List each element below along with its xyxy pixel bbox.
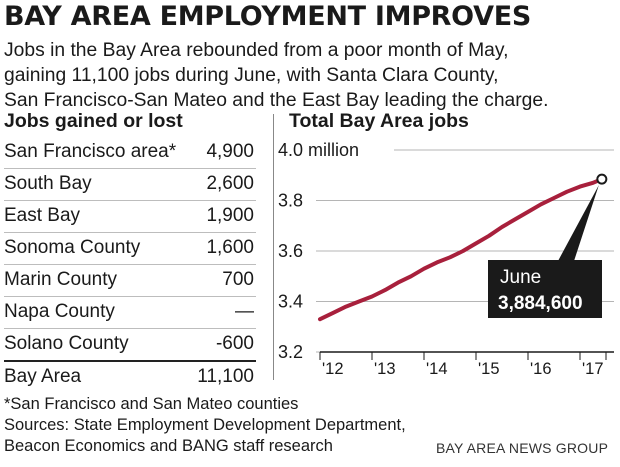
headline: BAY AREA EMPLOYMENT IMPROVES bbox=[4, 1, 531, 32]
y-tick-label: 3.8 bbox=[278, 191, 303, 211]
callout-value: 3,884,600 bbox=[498, 293, 583, 314]
total-name: Bay Area bbox=[4, 366, 82, 387]
y-tick-label: 3.6 bbox=[278, 241, 303, 261]
row-name: Sonoma County bbox=[4, 237, 141, 258]
x-tick-label: '16 bbox=[530, 360, 552, 378]
x-tick-label: '17 bbox=[582, 360, 604, 378]
callout-box bbox=[488, 260, 602, 318]
y-tick-label: 3.4 bbox=[278, 292, 303, 312]
table-row: Marin County 700 bbox=[4, 265, 256, 297]
table-row: Solano County -600 bbox=[4, 329, 256, 362]
footnotes: *San Francisco and San Mateo counties So… bbox=[4, 394, 434, 457]
x-tick-label: '14 bbox=[426, 360, 448, 378]
row-name: San Francisco area* bbox=[4, 141, 177, 162]
total-row: Bay Area 11,100 bbox=[4, 362, 256, 393]
row-value: 2,600 bbox=[206, 173, 254, 194]
row-name: East Bay bbox=[4, 205, 81, 226]
table-row: Napa County — bbox=[4, 297, 256, 329]
row-value: 1,900 bbox=[206, 205, 254, 226]
table-row: San Francisco area* 4,900 bbox=[4, 137, 256, 169]
dek-line: gaining 11,100 jobs during June, with Sa… bbox=[4, 65, 499, 86]
x-tick-label: '15 bbox=[478, 360, 500, 378]
chart-title: Total Bay Area jobs bbox=[289, 110, 469, 132]
x-tick-label: '12 bbox=[322, 360, 344, 378]
callout-pointer bbox=[558, 185, 599, 261]
row-value: 4,900 bbox=[206, 141, 254, 162]
series-line bbox=[318, 177, 604, 322]
row-value: — bbox=[235, 301, 254, 322]
dek-line: San Francisco-San Mateo and the East Bay… bbox=[4, 90, 549, 111]
total-value: 11,100 bbox=[197, 366, 254, 387]
row-value: 1,600 bbox=[206, 237, 254, 258]
row-value: 700 bbox=[222, 269, 254, 290]
callout-month: June bbox=[500, 267, 541, 288]
y-tick-label: 4.0 million bbox=[278, 140, 359, 160]
table-row: East Bay 1,900 bbox=[4, 201, 256, 233]
row-name: South Bay bbox=[4, 173, 92, 194]
footnote: *San Francisco and San Mateo counties bbox=[4, 395, 299, 413]
row-value: -600 bbox=[215, 333, 254, 354]
row-name: Solano County bbox=[4, 333, 129, 354]
sources-line: Sources: State Employment Development De… bbox=[4, 416, 406, 434]
column-divider bbox=[273, 114, 274, 380]
dek-line: Jobs in the Bay Area rebounded from a po… bbox=[4, 40, 509, 61]
row-name: Napa County bbox=[4, 301, 115, 322]
endpoint-marker bbox=[596, 173, 608, 185]
y-tick-label: 3.2 bbox=[278, 342, 303, 362]
jobs-table: San Francisco area* 4,900 South Bay 2,60… bbox=[4, 137, 256, 393]
x-tick-label: '13 bbox=[374, 360, 396, 378]
jobs-line-chart: 4.0 million 3.8 3.6 3.4 3.2 '12 '13 '14 '15 '16 '1… bbox=[278, 140, 614, 378]
credit: BAY AREA NEWS GROUP bbox=[436, 440, 609, 456]
table-row: Sonoma County 1,600 bbox=[4, 233, 256, 265]
sources-line: Beacon Economics and BANG staff research bbox=[4, 437, 333, 455]
dek: Jobs in the Bay Area rebounded from a po… bbox=[4, 38, 616, 113]
table-title: Jobs gained or lost bbox=[4, 110, 183, 132]
table-row: South Bay 2,600 bbox=[4, 169, 256, 201]
row-name: Marin County bbox=[4, 269, 117, 290]
